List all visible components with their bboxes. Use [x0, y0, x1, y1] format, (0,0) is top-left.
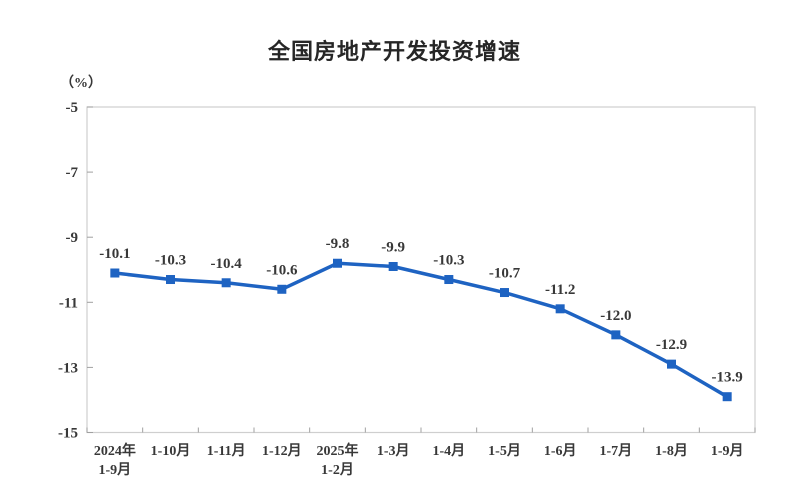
plot-border	[86, 106, 756, 434]
y-axis-tick-label: -9	[66, 230, 79, 246]
y-axis-tick-label: -7	[66, 165, 79, 181]
data-point-marker	[277, 284, 287, 294]
data-point-label: -10.6	[266, 262, 298, 278]
data-point-label: -13.9	[712, 370, 743, 386]
data-point-marker	[500, 288, 509, 298]
data-point-label: -10.4	[211, 256, 243, 272]
y-axis-tick-label: -13	[58, 360, 78, 376]
data-point-marker	[221, 278, 231, 288]
y-axis-tick-label: -5	[66, 100, 79, 116]
data-line	[113, 261, 729, 399]
x-axis-category-label: 1-7月	[599, 443, 632, 459]
x-axis-category-label: 2025年 1-2月	[317, 442, 359, 478]
data-point-label: -9.9	[381, 239, 405, 255]
x-axis-category-label: 1-9月	[711, 443, 744, 459]
x-axis-category-label: 1-10月	[151, 443, 191, 459]
data-point-label: -12.9	[656, 337, 687, 353]
chart-title: 全国房地产开发投资增速	[267, 39, 521, 64]
data-point-marker	[667, 359, 676, 369]
data-point-marker	[333, 258, 342, 268]
data-point-label: -10.7	[489, 266, 521, 282]
data-point-label: -12.0	[600, 308, 631, 324]
y-axis-tick-label: -11	[59, 295, 78, 311]
data-point-label: -10.3	[433, 253, 464, 269]
data-point-label: -9.8	[326, 236, 350, 252]
data-point-marker	[388, 261, 398, 271]
x-axis-category-label: 1-3月	[377, 443, 410, 459]
y-axis-tick-label: -15	[58, 426, 78, 442]
data-point-marker	[444, 275, 454, 285]
x-axis-category-label: 1-4月	[432, 443, 465, 459]
data-point-marker	[722, 392, 732, 402]
data-point-label: -10.3	[155, 253, 186, 269]
x-axis-category-label: 1-5月	[488, 443, 521, 459]
data-point-marker	[166, 275, 175, 285]
y-axis-unit-label: （%）	[60, 76, 102, 91]
x-axis-category-label: 1-6月	[544, 443, 577, 459]
data-point-marker	[555, 304, 565, 314]
data-point-marker	[611, 330, 621, 340]
data-point-label: -11.2	[545, 282, 575, 298]
x-axis-category-label: 1-12月	[262, 443, 302, 459]
data-point-label: -10.1	[99, 246, 130, 262]
x-axis-category-label: 1-8月	[655, 443, 688, 459]
x-axis-category-label: 1-11月	[207, 443, 246, 459]
x-axis-category-label: 2024年 1-9月	[94, 442, 136, 478]
data-point-marker	[110, 268, 120, 278]
